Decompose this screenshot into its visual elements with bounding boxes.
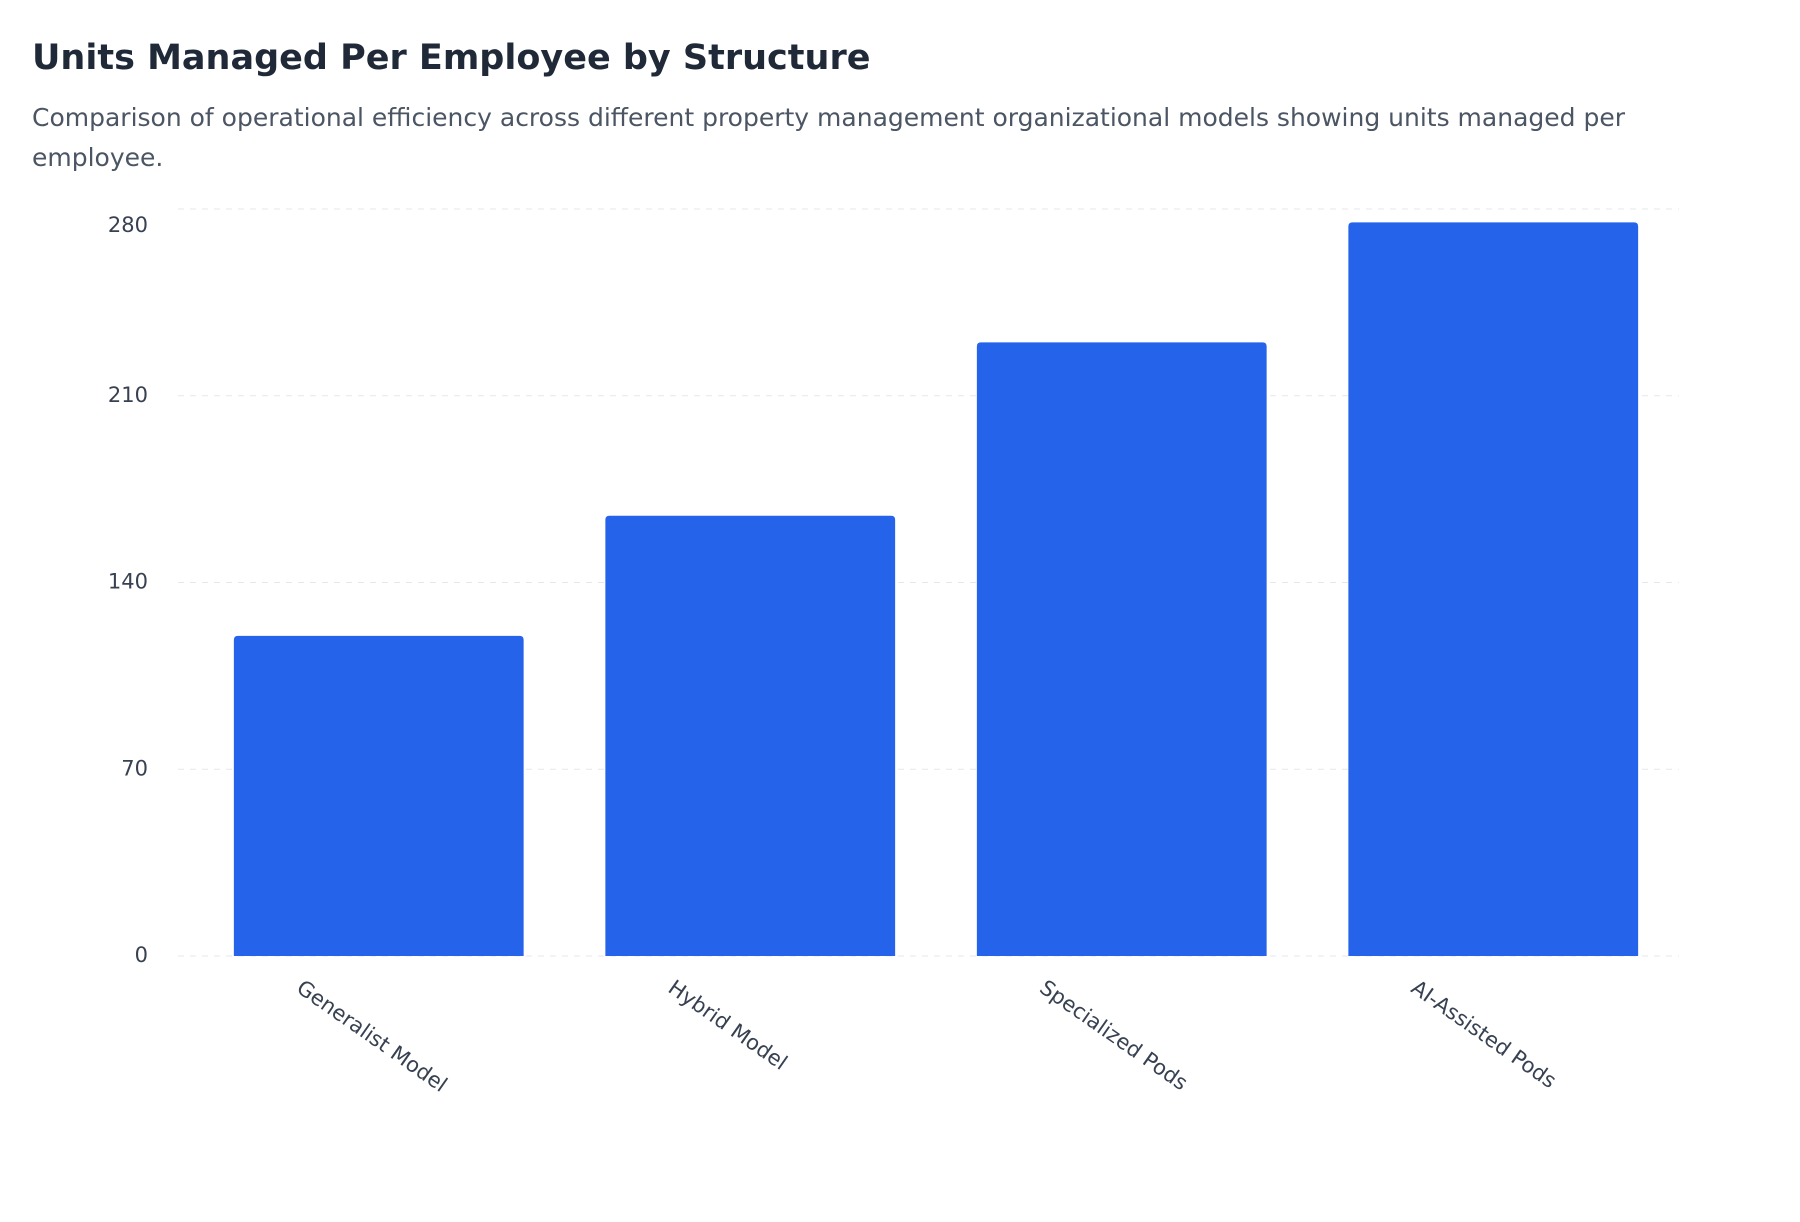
x-tick-label: AI-Assisted Pods: [1407, 975, 1561, 1093]
bar: [976, 342, 1267, 957]
x-tick-label: Generalist Model: [292, 975, 451, 1096]
x-tick-label: Specialized Pods: [1035, 975, 1192, 1095]
chart-subtitle: Comparison of operational efficiency acr…: [32, 103, 1625, 172]
bar: [233, 635, 524, 956]
x-tick-label: Hybrid Model: [664, 975, 792, 1074]
y-tick-label: 70: [121, 756, 148, 780]
bar: [605, 515, 896, 956]
y-tick-label: 280: [108, 213, 148, 237]
chart-title: Units Managed Per Employee by Structure: [32, 38, 871, 78]
y-tick-label: 210: [108, 383, 148, 407]
y-tick-label: 140: [108, 570, 148, 594]
y-tick-label: 0: [135, 943, 148, 967]
bar: [1348, 222, 1639, 956]
